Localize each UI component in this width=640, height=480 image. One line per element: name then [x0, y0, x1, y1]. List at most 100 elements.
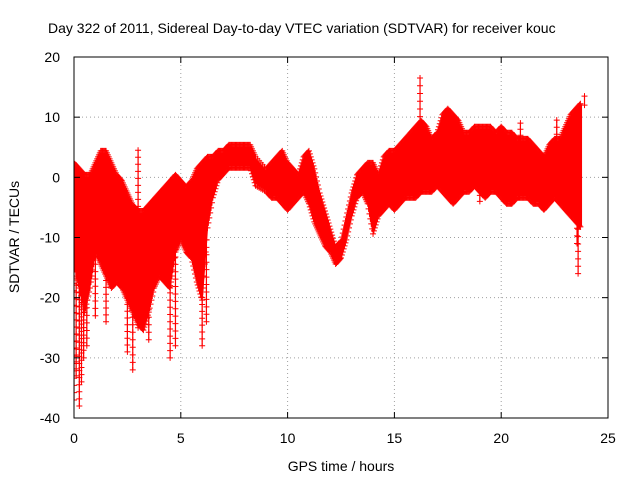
data-point-spike	[92, 275, 99, 282]
data-point-spike	[203, 318, 210, 325]
data-point-spike	[124, 301, 131, 308]
data-point-spike	[103, 318, 110, 325]
data-point-spike	[172, 246, 179, 253]
data-point-lower	[307, 206, 314, 213]
data-point-spike	[203, 288, 210, 295]
data-point-spike	[203, 266, 210, 273]
data-point-spike	[83, 335, 90, 342]
data-point-lower	[309, 212, 316, 219]
data-point-spike	[167, 347, 174, 354]
data-point-lower	[370, 230, 377, 237]
data-point-upper	[316, 189, 323, 196]
data-point-spike	[129, 351, 136, 358]
data-point-upper	[329, 235, 336, 242]
data-point-spike	[172, 261, 179, 268]
data-point-upper	[306, 150, 313, 157]
data-point-lower	[310, 215, 317, 222]
data-point-spike	[167, 282, 174, 289]
data-point-spike	[124, 314, 131, 321]
data-point-spike	[417, 98, 424, 105]
data-point-lower	[352, 200, 359, 207]
data-point-spike	[92, 246, 99, 253]
data-point-upper	[305, 147, 312, 154]
data-point-upper	[437, 117, 444, 124]
data-point-spike	[92, 253, 99, 260]
data-point-spike	[476, 192, 483, 199]
data-point-spike	[172, 320, 179, 327]
data-point-lower	[141, 324, 148, 331]
y-tick-label: -40	[40, 410, 60, 426]
data-point-upper	[349, 186, 356, 193]
data-point-spike	[135, 175, 142, 182]
data-point-spike	[553, 131, 560, 138]
data-point-spike	[80, 347, 87, 354]
data-point-spike	[129, 344, 136, 351]
data-point-upper	[311, 165, 318, 172]
data-point-spike	[553, 138, 560, 145]
data-point-lower	[197, 291, 204, 298]
data-point-spike	[167, 311, 174, 318]
data-point-spike	[103, 298, 110, 305]
data-point-spike	[103, 291, 110, 298]
data-point-lower	[74, 264, 78, 271]
ticks: 0 5 10 15 20 25 -40 -30 -20 -10 0 10 20	[40, 49, 616, 446]
data-point-spike	[145, 321, 152, 328]
data-point-spike	[517, 132, 524, 139]
data-point-lower	[74, 260, 77, 267]
data-point-upper	[346, 197, 353, 204]
data-point-upper	[321, 205, 328, 212]
data-point-upper	[378, 162, 385, 169]
data-point-spike	[574, 232, 581, 239]
data-point-spike	[135, 324, 142, 331]
data-point-spike	[92, 261, 99, 268]
data-point-lower	[205, 219, 212, 226]
data-point-upper	[343, 214, 350, 221]
data-point-spike	[172, 335, 179, 342]
data-point-upper	[310, 162, 317, 169]
data-point-lower	[368, 220, 375, 227]
data-point-lower	[143, 318, 150, 325]
data-point-upper	[435, 123, 442, 130]
x-tick-label: 10	[280, 430, 296, 446]
data-point-spike	[124, 342, 131, 349]
data-point-lower	[347, 216, 354, 223]
data-point-spike	[517, 120, 524, 127]
data-point-spike	[476, 198, 483, 205]
y-tick-label: 0	[52, 169, 60, 185]
data-point-spike	[103, 284, 110, 291]
data-point-spike	[76, 282, 83, 289]
data-point-spike	[124, 328, 131, 335]
data-point-lower	[348, 212, 355, 219]
data-point-lower	[208, 199, 215, 206]
data-point-lower	[341, 242, 348, 249]
data-point-spike	[135, 147, 142, 154]
data-point-spike	[575, 263, 582, 270]
data-point-spike	[199, 322, 206, 329]
y-tick-label: 10	[44, 109, 60, 125]
data-point-spike	[80, 332, 87, 339]
data-point-lower	[149, 293, 156, 300]
data-point-spike	[199, 294, 206, 301]
y-tick-label: -10	[40, 230, 60, 246]
data-point-spike	[80, 324, 87, 331]
data-point-spike	[145, 306, 152, 313]
data-point-upper	[187, 178, 194, 185]
data-point-spike	[124, 321, 131, 328]
data-point-lower	[326, 247, 333, 254]
data-point-lower	[196, 288, 203, 295]
x-tick-label: 0	[70, 430, 78, 446]
data-point-upper	[348, 189, 355, 196]
data-point-lower	[374, 215, 381, 222]
y-tick-label: -30	[40, 350, 60, 366]
data-point-lower	[249, 173, 256, 180]
data-point-lower	[373, 218, 380, 225]
data-point-upper	[309, 159, 316, 166]
data-point-lower	[340, 245, 347, 252]
data-point-lower	[342, 239, 349, 246]
data-point-spike	[92, 290, 99, 297]
data-point-spike	[517, 126, 524, 133]
data-point-spike	[167, 289, 174, 296]
data-point-spike	[476, 186, 483, 193]
data-point-spike	[203, 274, 210, 281]
data-point-spike	[80, 354, 87, 361]
